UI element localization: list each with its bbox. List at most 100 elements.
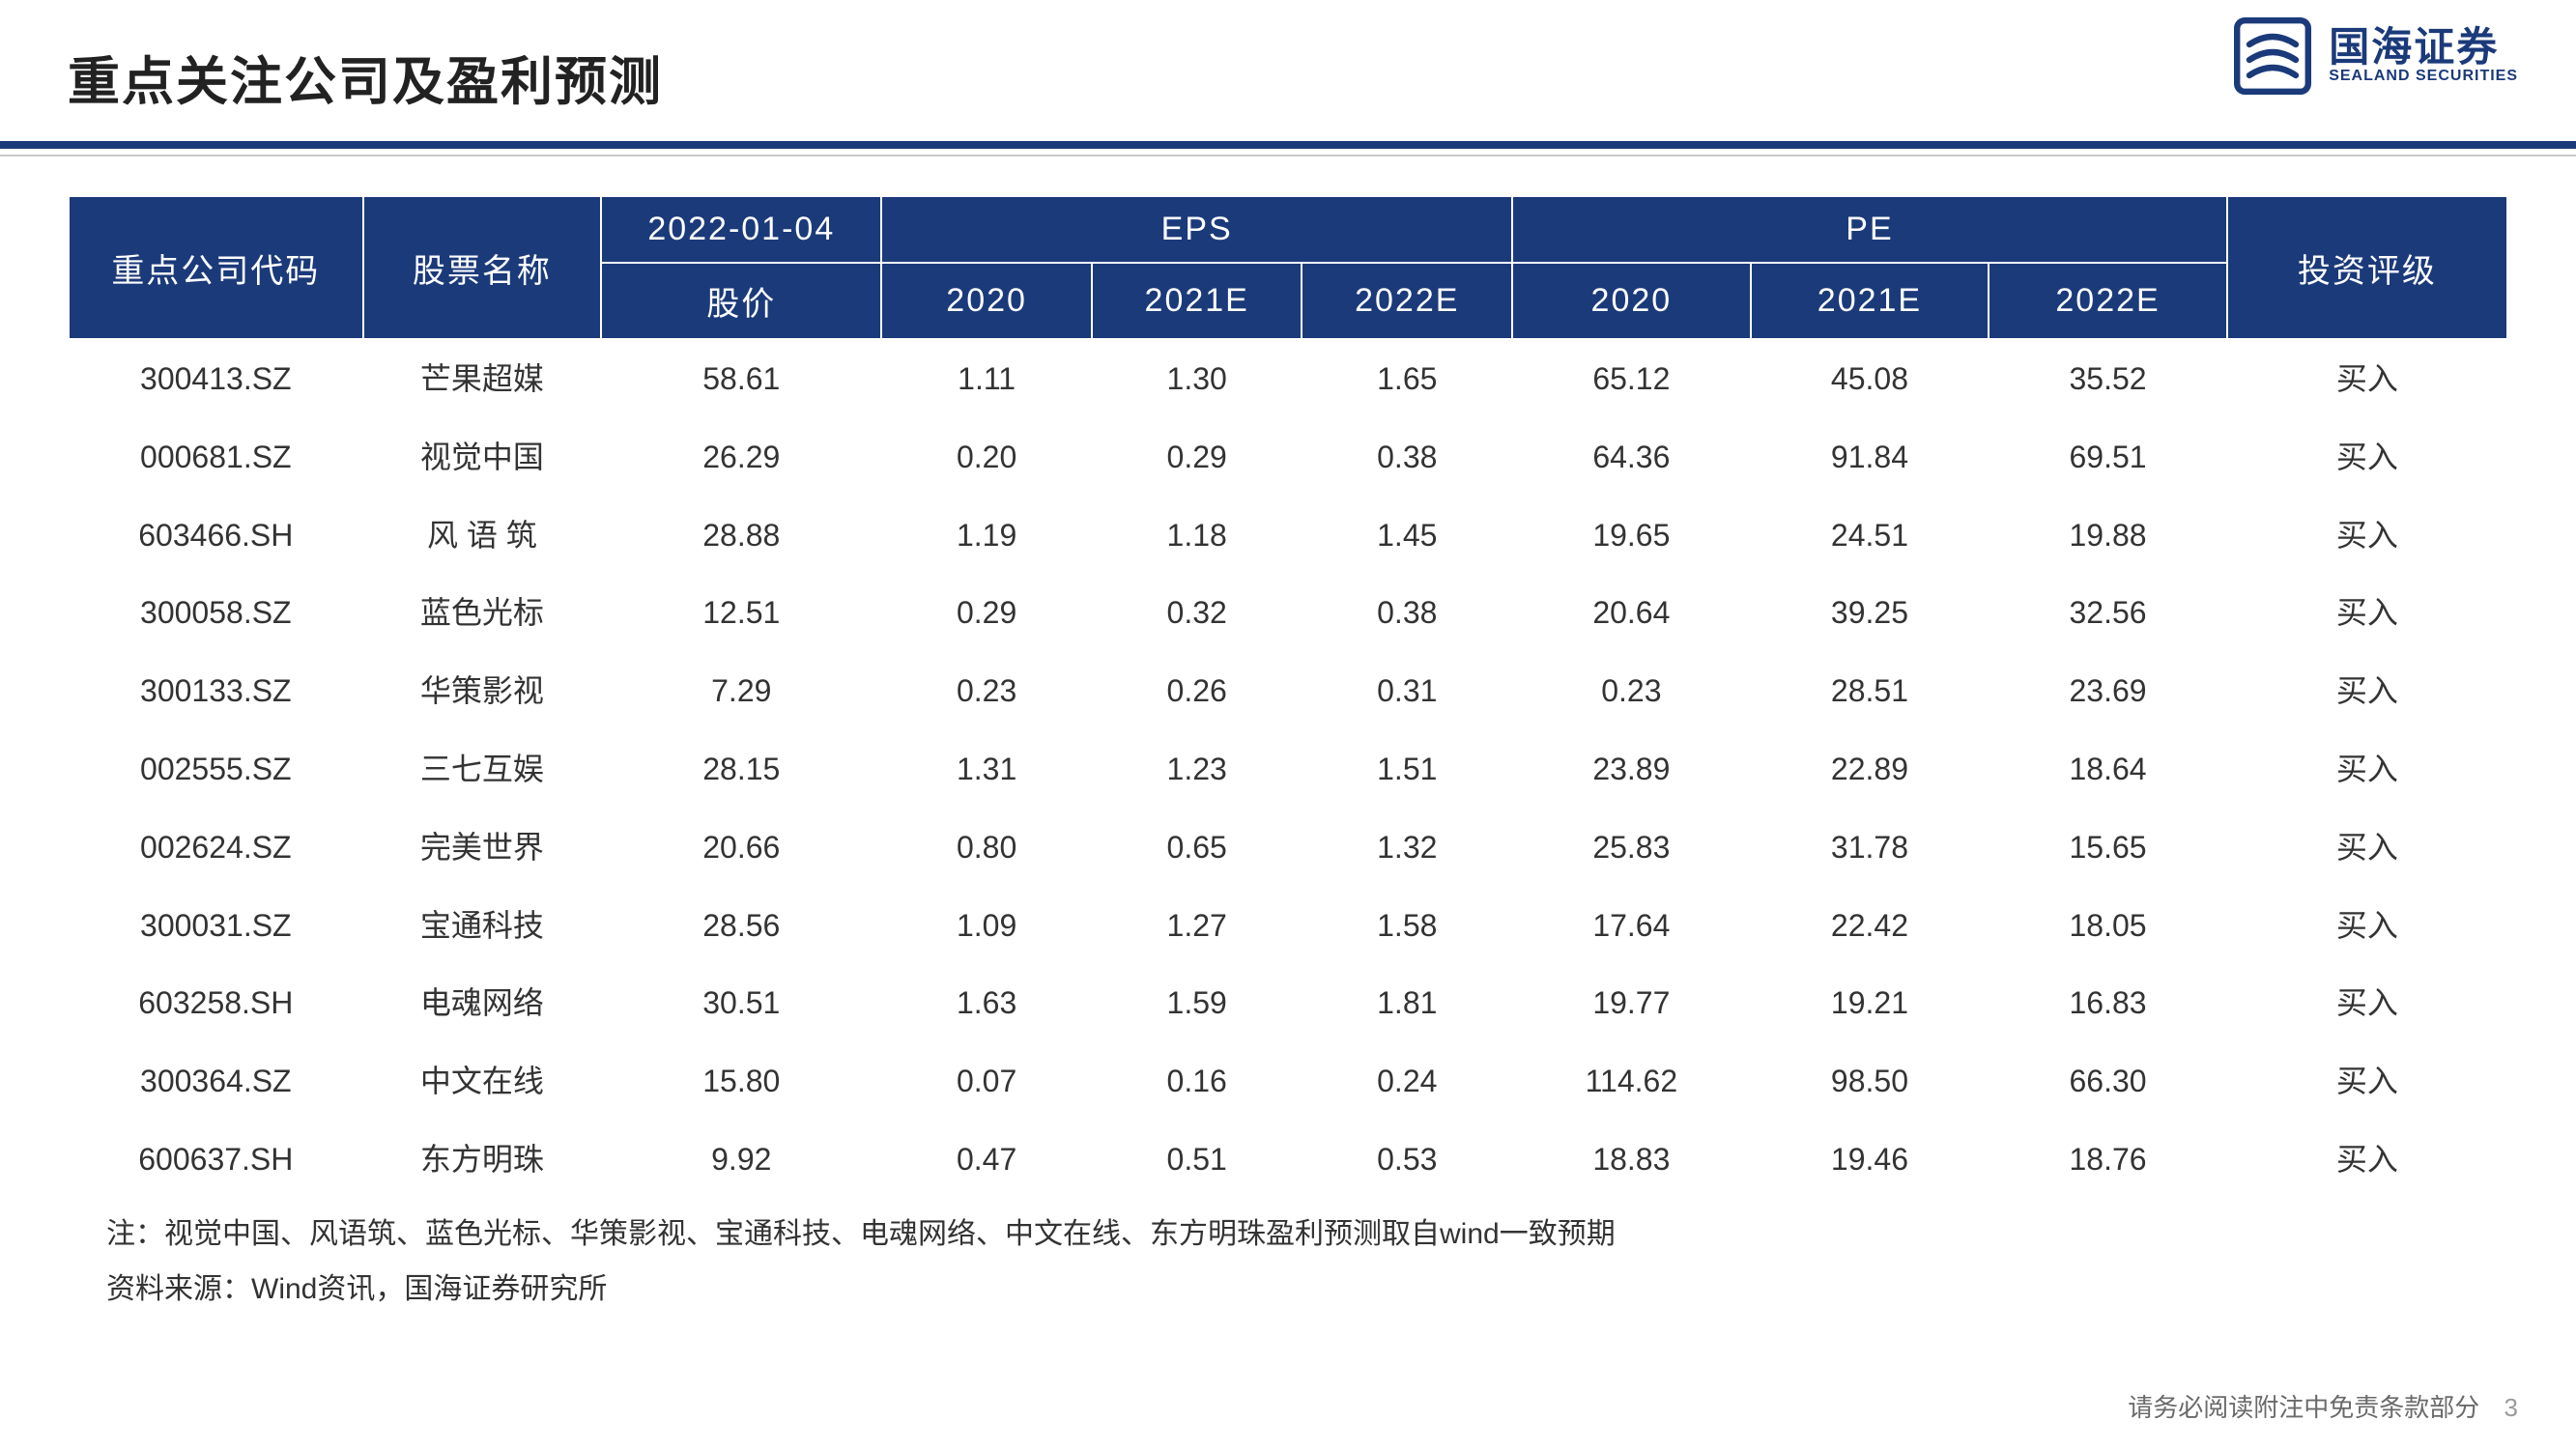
cell-eps2022e: 0.38 — [1302, 418, 1512, 497]
cell-eps2022e: 1.32 — [1302, 809, 1512, 887]
cell-name: 视觉中国 — [363, 418, 602, 497]
cell-eps2022e: 1.65 — [1302, 339, 1512, 418]
cell-code: 300364.SZ — [69, 1042, 363, 1121]
th-rating: 投资评级 — [2227, 196, 2507, 339]
cell-eps2021e: 1.59 — [1092, 964, 1302, 1042]
th-eps: EPS — [881, 196, 1512, 263]
th-date: 2022-01-04 — [601, 196, 881, 263]
table-body: 300413.SZ芒果超媒58.611.111.301.6565.1245.08… — [69, 339, 2507, 1199]
cell-pe2022e: 32.56 — [1989, 574, 2227, 652]
table-row: 300133.SZ华策影视7.290.230.260.310.2328.5123… — [69, 652, 2507, 730]
cell-name: 电魂网络 — [363, 964, 602, 1042]
cell-rating: 买入 — [2227, 497, 2507, 575]
cell-pe2020: 64.36 — [1512, 418, 1751, 497]
cell-pe2021e: 28.51 — [1751, 652, 1989, 730]
cell-code: 300058.SZ — [69, 574, 363, 652]
cell-eps2021e: 0.65 — [1092, 809, 1302, 887]
cell-pe2020: 0.23 — [1512, 652, 1751, 730]
th-eps-2020: 2020 — [881, 263, 1092, 339]
cell-name: 完美世界 — [363, 809, 602, 887]
cell-pe2022e: 35.52 — [1989, 339, 2227, 418]
cell-code: 002624.SZ — [69, 809, 363, 887]
cell-eps2020: 0.47 — [881, 1121, 1092, 1199]
cell-eps2022e: 1.45 — [1302, 497, 1512, 575]
cell-pe2020: 25.83 — [1512, 809, 1751, 887]
cell-name: 宝通科技 — [363, 887, 602, 965]
note-line-1: 注：视觉中国、风语筑、蓝色光标、华策影视、宝通科技、电魂网络、中文在线、东方明珠… — [106, 1207, 2508, 1262]
cell-eps2021e: 1.18 — [1092, 497, 1302, 575]
cell-pe2021e: 39.25 — [1751, 574, 1989, 652]
cell-code: 603258.SH — [69, 964, 363, 1042]
cell-pe2020: 23.89 — [1512, 730, 1751, 809]
cell-name: 中文在线 — [363, 1042, 602, 1121]
table-row: 603466.SH风 语 筑28.881.191.181.4519.6524.5… — [69, 497, 2507, 575]
note-line-2: 资料来源：Wind资讯，国海证券研究所 — [106, 1262, 2508, 1317]
earnings-table: 重点公司代码 股票名称 2022-01-04 EPS PE 投资评级 股价 20… — [68, 195, 2508, 1199]
slide: 重点关注公司及盈利预测 国海证券 SEALAND SECURITIES — [0, 0, 2576, 1449]
cell-pe2020: 19.77 — [1512, 964, 1751, 1042]
cell-eps2022e: 0.53 — [1302, 1121, 1512, 1199]
cell-name: 风 语 筑 — [363, 497, 602, 575]
cell-code: 300133.SZ — [69, 652, 363, 730]
cell-rating: 买入 — [2227, 1121, 2507, 1199]
cell-price: 7.29 — [601, 652, 881, 730]
cell-name: 东方明珠 — [363, 1121, 602, 1199]
cell-pe2022e: 66.30 — [1989, 1042, 2227, 1121]
cell-eps2022e: 0.38 — [1302, 574, 1512, 652]
cell-pe2021e: 91.84 — [1751, 418, 1989, 497]
brand-text: 国海证券 SEALAND SECURITIES — [2329, 27, 2518, 85]
cell-price: 28.15 — [601, 730, 881, 809]
th-name: 股票名称 — [363, 196, 602, 339]
cell-eps2021e: 0.32 — [1092, 574, 1302, 652]
cell-pe2021e: 22.42 — [1751, 887, 1989, 965]
content: 重点公司代码 股票名称 2022-01-04 EPS PE 投资评级 股价 20… — [0, 156, 2576, 1317]
cell-price: 58.61 — [601, 339, 881, 418]
cell-rating: 买入 — [2227, 652, 2507, 730]
cell-rating: 买入 — [2227, 574, 2507, 652]
cell-pe2022e: 19.88 — [1989, 497, 2227, 575]
cell-eps2020: 0.80 — [881, 809, 1092, 887]
cell-rating: 买入 — [2227, 809, 2507, 887]
cell-pe2020: 20.64 — [1512, 574, 1751, 652]
cell-pe2020: 17.64 — [1512, 887, 1751, 965]
cell-pe2020: 114.62 — [1512, 1042, 1751, 1121]
table-notes: 注：视觉中国、风语筑、蓝色光标、华策影视、宝通科技、电魂网络、中文在线、东方明珠… — [68, 1207, 2508, 1317]
cell-price: 28.56 — [601, 887, 881, 965]
cell-eps2022e: 1.51 — [1302, 730, 1512, 809]
cell-eps2022e: 1.58 — [1302, 887, 1512, 965]
cell-pe2022e: 18.64 — [1989, 730, 2227, 809]
cell-eps2022e: 0.24 — [1302, 1042, 1512, 1121]
cell-eps2020: 0.20 — [881, 418, 1092, 497]
cell-pe2022e: 18.76 — [1989, 1121, 2227, 1199]
cell-pe2022e: 15.65 — [1989, 809, 2227, 887]
cell-name: 华策影视 — [363, 652, 602, 730]
cell-rating: 买入 — [2227, 1042, 2507, 1121]
cell-pe2021e: 45.08 — [1751, 339, 1989, 418]
cell-code: 603466.SH — [69, 497, 363, 575]
cell-eps2021e: 1.30 — [1092, 339, 1302, 418]
cell-rating: 买入 — [2227, 418, 2507, 497]
cell-pe2021e: 24.51 — [1751, 497, 1989, 575]
table-row: 300031.SZ宝通科技28.561.091.271.5817.6422.42… — [69, 887, 2507, 965]
cell-name: 三七互娱 — [363, 730, 602, 809]
cell-eps2021e: 0.16 — [1092, 1042, 1302, 1121]
table-row: 000681.SZ视觉中国26.290.200.290.3864.3691.84… — [69, 418, 2507, 497]
page-number: 3 — [2504, 1393, 2518, 1422]
sealand-logo-icon — [2234, 17, 2311, 95]
cell-pe2020: 18.83 — [1512, 1121, 1751, 1199]
cell-eps2020: 1.31 — [881, 730, 1092, 809]
table-row: 300413.SZ芒果超媒58.611.111.301.6565.1245.08… — [69, 339, 2507, 418]
cell-pe2021e: 19.46 — [1751, 1121, 1989, 1199]
th-pe-2020: 2020 — [1512, 263, 1751, 339]
cell-eps2020: 0.07 — [881, 1042, 1092, 1121]
cell-pe2021e: 98.50 — [1751, 1042, 1989, 1121]
cell-pe2022e: 69.51 — [1989, 418, 2227, 497]
cell-eps2021e: 0.29 — [1092, 418, 1302, 497]
cell-eps2022e: 1.81 — [1302, 964, 1512, 1042]
footer-disclaimer: 请务必阅读附注中免责条款部分 — [2128, 1393, 2479, 1422]
divider-primary — [0, 141, 2576, 149]
cell-pe2021e: 31.78 — [1751, 809, 1989, 887]
cell-price: 28.88 — [601, 497, 881, 575]
th-pe-2021e: 2021E — [1751, 263, 1989, 339]
cell-price: 12.51 — [601, 574, 881, 652]
